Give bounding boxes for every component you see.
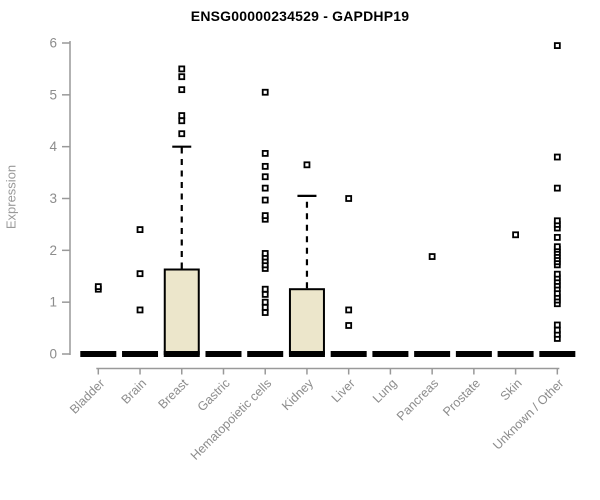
outlier-point bbox=[94, 283, 102, 291]
outlier-point bbox=[178, 112, 186, 119]
x-tick-label: Bladder bbox=[67, 376, 107, 416]
outlier-point bbox=[512, 231, 519, 239]
box-breast bbox=[163, 65, 200, 357]
outlier-point bbox=[261, 184, 269, 192]
outlier-point bbox=[303, 161, 311, 169]
x-tick-label: Unknown / Other bbox=[490, 376, 566, 452]
outlier-point bbox=[178, 117, 186, 125]
box-rect bbox=[163, 268, 200, 355]
outlier-point bbox=[261, 196, 269, 204]
outlier-point bbox=[553, 153, 561, 161]
outlier-point bbox=[553, 270, 561, 278]
x-tick-label: Prostate bbox=[440, 376, 483, 419]
x-tick-label: Gastric bbox=[195, 376, 233, 414]
outlier-point bbox=[553, 184, 561, 192]
y-tick-label: 5 bbox=[49, 87, 57, 102]
x-tick-label: Pancreas bbox=[394, 376, 441, 423]
y-tick-label: 6 bbox=[49, 36, 57, 51]
outlier-point bbox=[136, 226, 144, 234]
box-brain bbox=[122, 226, 159, 357]
outlier-point bbox=[136, 306, 144, 314]
x-tick-label: Skin bbox=[498, 376, 525, 403]
outlier-point bbox=[261, 309, 269, 316]
y-tick-label: 0 bbox=[49, 347, 57, 362]
y-tick-label: 3 bbox=[49, 191, 57, 206]
x-tick-label: Brain bbox=[119, 376, 150, 407]
y-tick-label: 4 bbox=[49, 139, 57, 154]
outlier-point bbox=[261, 150, 269, 157]
box-kidney bbox=[288, 161, 325, 357]
x-tick-label: Lung bbox=[370, 376, 400, 406]
box-liver bbox=[330, 195, 367, 357]
outlier-point bbox=[553, 233, 561, 241]
x-tick-label: Breast bbox=[155, 376, 191, 412]
outlier-point bbox=[428, 253, 436, 260]
outlier-point bbox=[261, 162, 269, 170]
x-tick-label: Liver bbox=[329, 376, 358, 405]
outlier-point bbox=[261, 88, 269, 96]
box-skin bbox=[497, 231, 534, 357]
outlier-point bbox=[178, 130, 186, 138]
outlier-point bbox=[553, 243, 561, 251]
box-pancreas bbox=[414, 253, 451, 357]
box-bladder bbox=[80, 283, 117, 357]
outlier-point bbox=[345, 306, 353, 314]
outlier-point bbox=[261, 250, 269, 257]
x-tick-label: Hematopoietic cells bbox=[188, 376, 275, 463]
box-rect bbox=[288, 288, 325, 356]
box-hematopoietic-cells bbox=[247, 88, 284, 357]
outlier-point bbox=[553, 321, 561, 329]
outlier-point bbox=[345, 322, 353, 329]
outlier-point bbox=[178, 73, 186, 81]
outlier-point bbox=[553, 42, 561, 49]
outlier-point bbox=[553, 326, 561, 334]
outlier-point bbox=[345, 195, 353, 202]
outlier-point bbox=[261, 303, 269, 311]
outlier-point bbox=[261, 285, 269, 293]
outlier-point bbox=[261, 212, 269, 220]
outlier-point bbox=[178, 86, 186, 94]
box-unknown-other bbox=[539, 42, 576, 357]
outlier-point bbox=[261, 298, 269, 306]
y-tick-label: 2 bbox=[49, 243, 57, 258]
y-tick-label: 1 bbox=[49, 295, 57, 310]
outlier-point bbox=[553, 217, 561, 225]
outlier-point bbox=[261, 173, 269, 181]
x-tick-label: Kidney bbox=[279, 376, 316, 413]
outlier-point bbox=[261, 290, 269, 298]
outlier-point bbox=[136, 270, 144, 278]
outlier-point bbox=[178, 65, 186, 73]
chart-title: ENSG00000234529 - GAPDHP19 bbox=[190, 8, 410, 24]
